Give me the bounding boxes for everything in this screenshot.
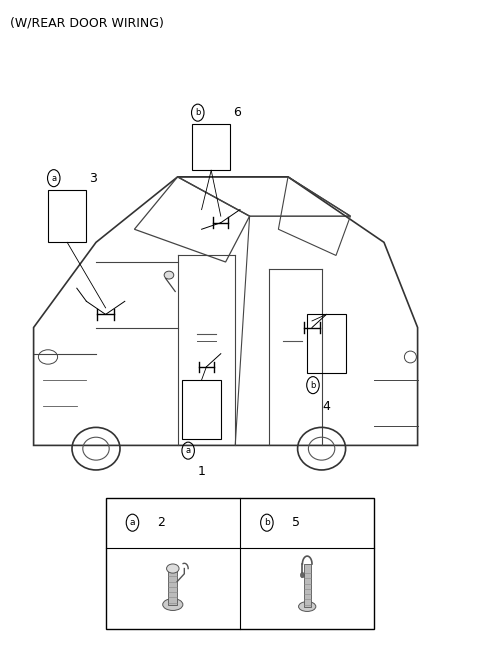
Text: a: a [51,174,56,183]
Bar [304,564,311,607]
Text: 6: 6 [233,106,240,119]
Ellipse shape [167,564,179,573]
Bar [48,190,86,242]
Text: 3: 3 [89,172,96,185]
Text: (W/REAR DOOR WIRING): (W/REAR DOOR WIRING) [10,16,164,29]
Text: a: a [130,518,135,527]
Text: 5: 5 [292,516,300,529]
Text: 1: 1 [198,465,205,478]
Text: b: b [310,381,316,390]
Text: b: b [195,108,201,117]
Circle shape [300,572,304,578]
Ellipse shape [299,601,316,612]
Ellipse shape [163,599,183,610]
Text: 4: 4 [323,400,330,413]
Ellipse shape [164,271,174,279]
Text: 2: 2 [157,516,165,529]
Bar [106,498,374,629]
Bar [168,569,177,605]
Bar [307,314,346,373]
Bar [182,380,221,439]
Text: a: a [186,446,191,455]
Text: b: b [264,518,270,527]
Bar [192,124,230,170]
